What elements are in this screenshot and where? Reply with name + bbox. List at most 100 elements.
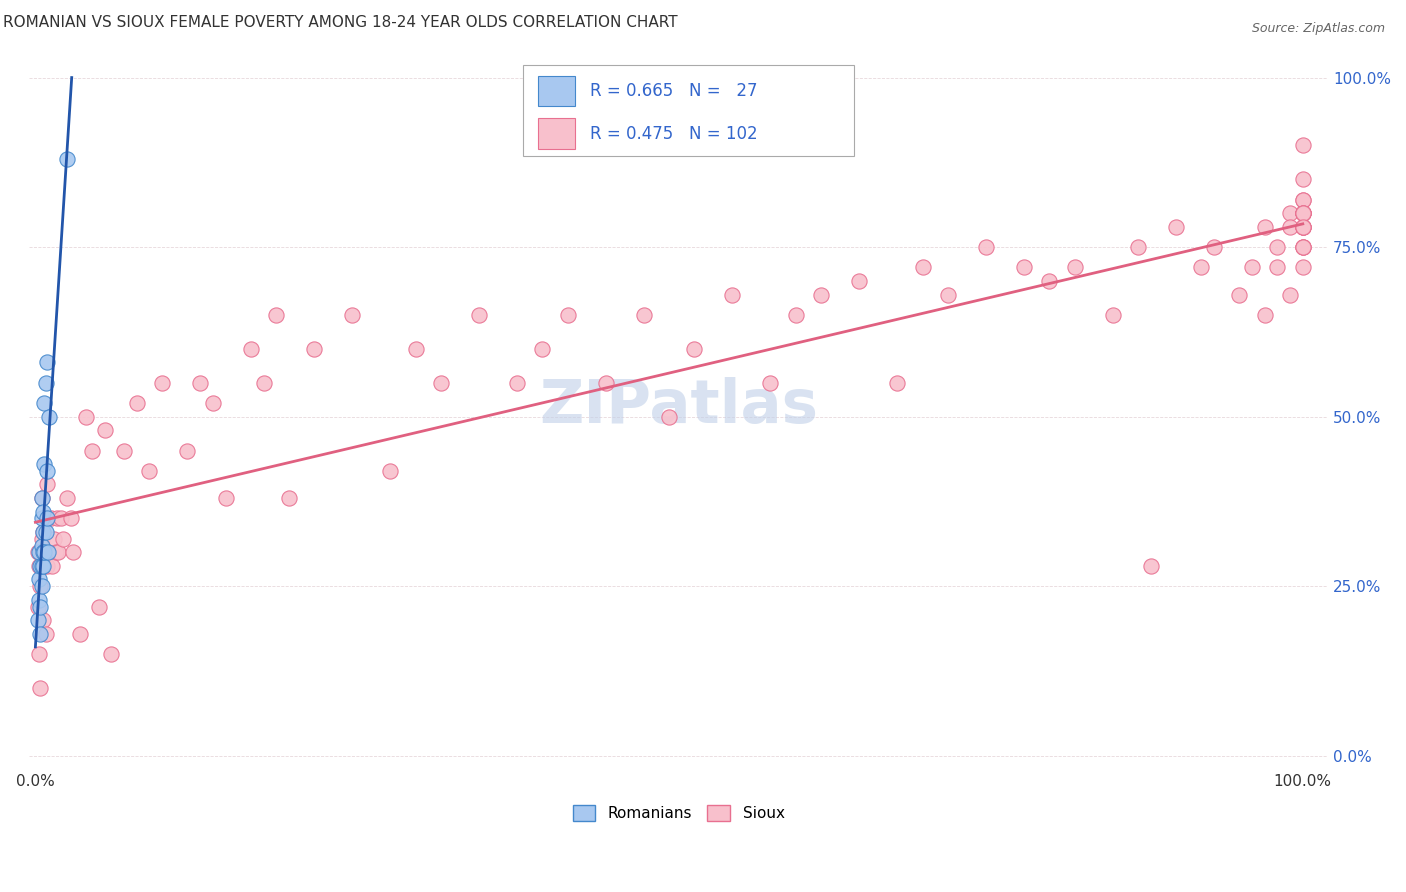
Point: [1241, 260, 1264, 275]
Point: [658, 409, 681, 424]
Point: [27, 613, 49, 627]
Point: [31, 532, 53, 546]
Point: [1292, 138, 1315, 153]
Point: [32, 505, 55, 519]
Point: [1292, 206, 1315, 220]
Point: [45, 511, 67, 525]
Point: [46, 545, 69, 559]
Point: [1189, 260, 1212, 275]
Point: [201, 396, 224, 410]
Point: [32, 558, 55, 573]
Point: [32, 524, 55, 539]
Point: [785, 308, 807, 322]
Point: [1292, 206, 1315, 220]
Point: [31, 491, 53, 505]
Point: [32, 524, 55, 539]
Point: [1038, 274, 1060, 288]
Point: [32, 545, 55, 559]
Point: [1292, 240, 1315, 254]
Point: [1012, 260, 1035, 275]
Point: [1254, 219, 1277, 234]
Point: [1229, 287, 1251, 301]
Point: [557, 308, 579, 322]
Point: [56, 491, 79, 505]
Point: [30, 599, 52, 614]
Point: [38, 409, 60, 424]
Point: [35, 355, 58, 369]
Point: [810, 287, 832, 301]
Point: [34, 511, 56, 525]
Point: [28, 545, 51, 559]
Point: [125, 396, 148, 410]
Point: [32, 457, 55, 471]
Point: [32, 558, 55, 573]
Point: [52, 532, 75, 546]
Point: [1279, 287, 1302, 301]
Point: [30, 558, 52, 573]
Point: [1292, 219, 1315, 234]
Point: [32, 396, 55, 410]
Point: [27, 545, 49, 559]
Bar: [538, 119, 575, 149]
Point: [28, 647, 51, 661]
Point: [683, 342, 706, 356]
Point: [87, 599, 110, 614]
Point: [936, 287, 959, 301]
Point: [56, 152, 79, 166]
Point: [37, 545, 59, 559]
Point: [32, 545, 55, 559]
Point: [1279, 219, 1302, 234]
Point: [31, 558, 53, 573]
Point: [45, 545, 67, 559]
Point: [94, 423, 117, 437]
Point: [848, 274, 870, 288]
Point: [974, 240, 997, 254]
Point: [138, 464, 160, 478]
Point: [886, 376, 908, 390]
Point: [35, 477, 58, 491]
Point: [176, 443, 198, 458]
Point: [1164, 219, 1187, 234]
Point: [41, 558, 63, 573]
Point: [911, 260, 934, 275]
Point: [150, 376, 173, 390]
Point: [302, 342, 325, 356]
Point: [35, 558, 58, 573]
Point: [31, 579, 53, 593]
Point: [44, 532, 66, 546]
Text: ROMANIAN VS SIOUX FEMALE POVERTY AMONG 18-24 YEAR OLDS CORRELATION CHART: ROMANIAN VS SIOUX FEMALE POVERTY AMONG 1…: [3, 15, 678, 30]
Point: [188, 376, 211, 390]
Point: [1279, 206, 1302, 220]
Point: [30, 579, 52, 593]
Point: [430, 376, 453, 390]
Point: [34, 626, 56, 640]
Point: [82, 443, 104, 458]
Point: [380, 464, 402, 478]
Text: R = 0.665   N =   27: R = 0.665 N = 27: [591, 82, 758, 100]
Point: [37, 545, 59, 559]
Point: [1292, 172, 1315, 186]
FancyBboxPatch shape: [523, 65, 853, 156]
Point: [252, 376, 274, 390]
Point: [1292, 240, 1315, 254]
Point: [405, 342, 427, 356]
Point: [1292, 206, 1315, 220]
Point: [69, 626, 91, 640]
Point: [239, 342, 262, 356]
Point: [506, 376, 529, 390]
Point: [468, 308, 491, 322]
Point: [1292, 206, 1315, 220]
Point: [633, 308, 655, 322]
Point: [34, 524, 56, 539]
Point: [39, 511, 62, 525]
Point: [62, 545, 84, 559]
Point: [35, 464, 58, 478]
Point: [30, 681, 52, 695]
Point: [1292, 219, 1315, 234]
Point: [27, 599, 49, 614]
Point: [1292, 219, 1315, 234]
Point: [264, 308, 287, 322]
Text: R = 0.475   N = 102: R = 0.475 N = 102: [591, 125, 758, 143]
Point: [1126, 240, 1149, 254]
Point: [531, 342, 554, 356]
